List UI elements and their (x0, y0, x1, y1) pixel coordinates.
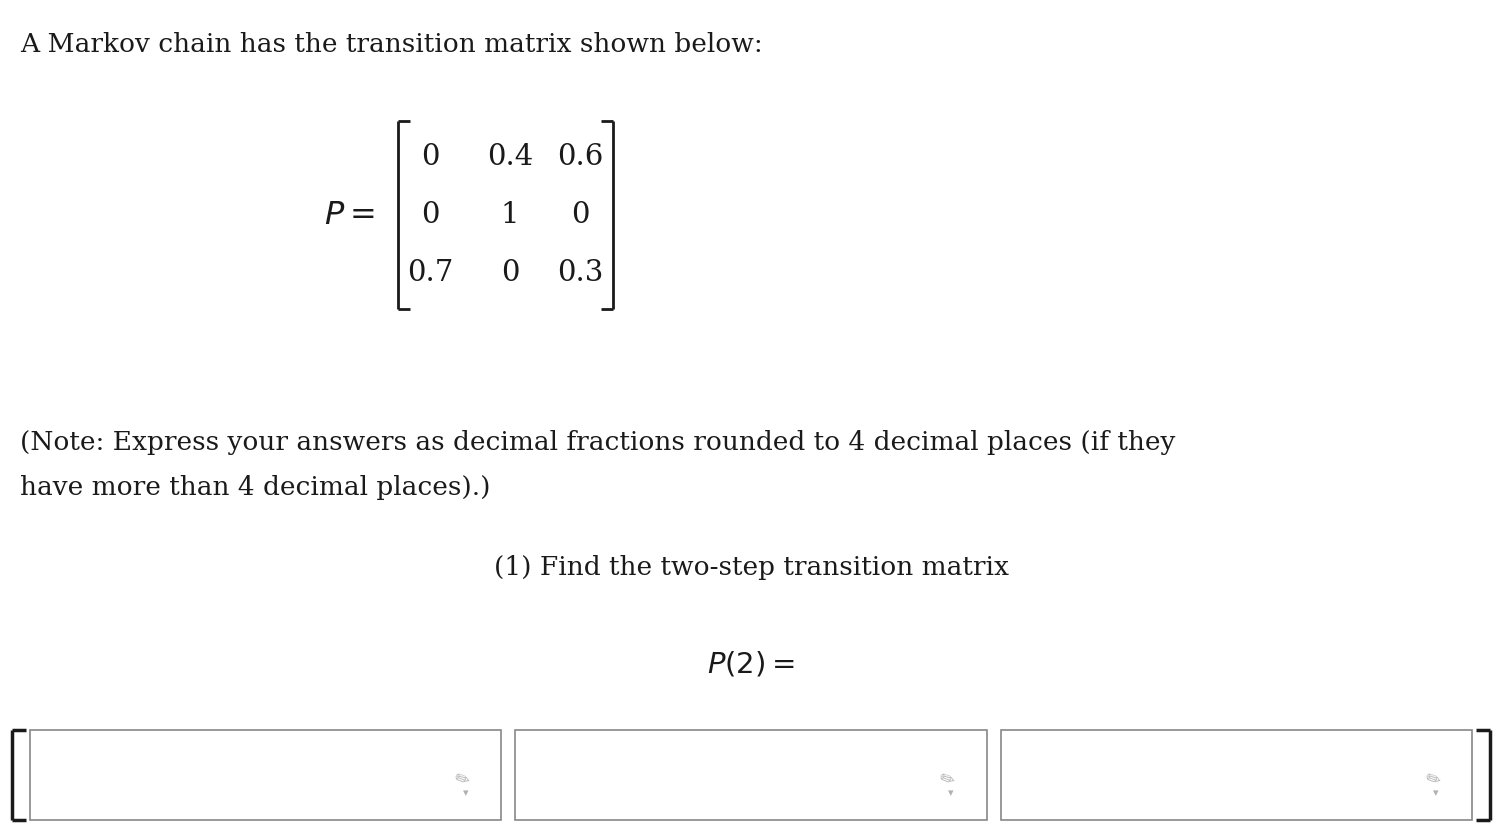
Text: A Markov chain has the transition matrix shown below:: A Markov chain has the transition matrix… (20, 32, 763, 57)
Text: $P =$: $P =$ (324, 199, 376, 231)
Text: ▾: ▾ (1433, 789, 1439, 798)
Text: (Note: Express your answers as decimal fractions rounded to 4 decimal places (if: (Note: Express your answers as decimal f… (20, 430, 1176, 455)
Text: 0.3: 0.3 (557, 259, 604, 287)
Text: ▾: ▾ (463, 789, 469, 798)
Text: 0: 0 (421, 143, 439, 171)
Text: 0: 0 (500, 259, 520, 287)
Bar (1000, 730, 1472, 820)
Text: 0: 0 (421, 201, 439, 229)
Text: ▾: ▾ (948, 789, 954, 798)
Text: 1: 1 (500, 201, 520, 229)
Bar (515, 730, 987, 820)
Text: 0: 0 (571, 201, 589, 229)
Text: ✏: ✏ (936, 769, 957, 790)
Text: ✏: ✏ (1422, 769, 1442, 790)
Text: 0.6: 0.6 (557, 143, 604, 171)
Text: ✏: ✏ (451, 769, 472, 790)
Text: (1) Find the two-step transition matrix: (1) Find the two-step transition matrix (494, 555, 1008, 580)
Text: have more than 4 decimal places).): have more than 4 decimal places).) (20, 475, 491, 500)
Text: $P(2) =$: $P(2) =$ (707, 650, 795, 679)
Text: 0.7: 0.7 (407, 259, 454, 287)
Bar (30, 730, 502, 820)
Text: 0.4: 0.4 (487, 143, 533, 171)
